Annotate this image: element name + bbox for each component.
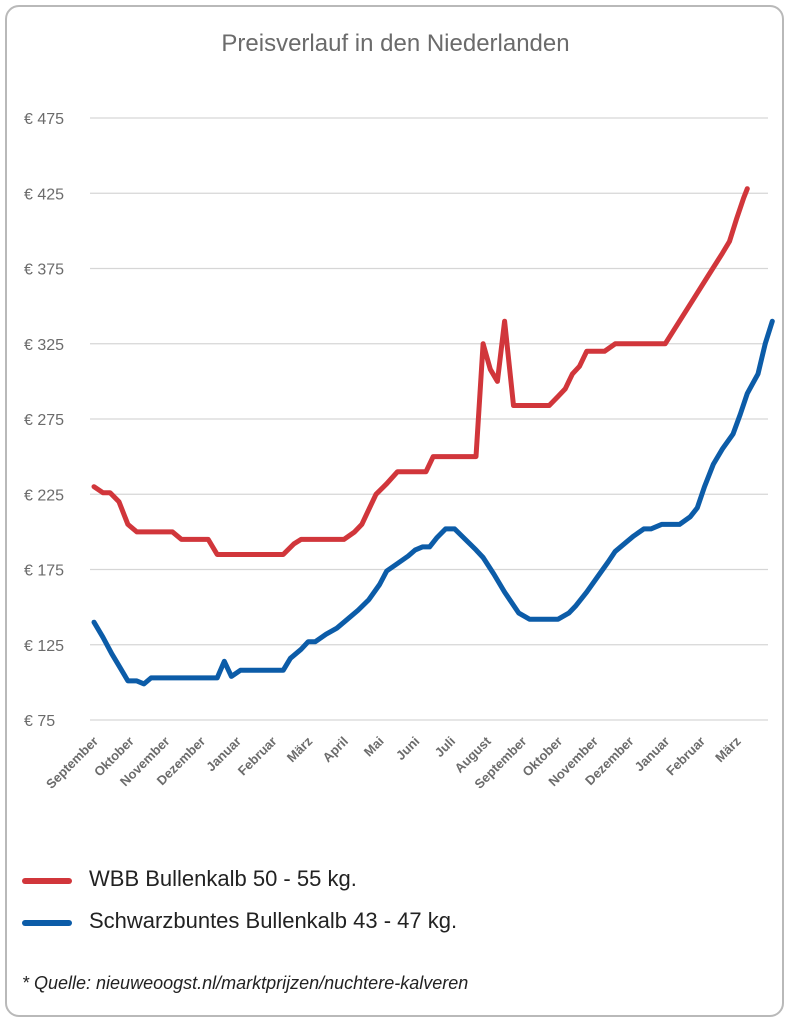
legend-swatch-schwarzbunt bbox=[22, 920, 72, 926]
x-tick-label: Februar bbox=[663, 734, 708, 779]
chart-title: Preisverlauf in den Niederlanden bbox=[221, 30, 570, 57]
y-tick-label: € 75 bbox=[24, 713, 55, 730]
x-tick-label: Mai bbox=[361, 734, 387, 760]
y-tick-label: € 425 bbox=[24, 186, 64, 203]
y-axis-ticks: € 475 € 425 € 375 € 325 € 275 € 225 € 175 € 125… bbox=[24, 111, 64, 730]
legend-label-wbb: WBB Bullenkalb 50 - 55 kg. bbox=[89, 866, 357, 891]
grid-lines bbox=[90, 117, 768, 721]
series-line-wbb bbox=[91, 186, 750, 557]
y-tick-label: € 175 bbox=[24, 563, 64, 580]
y-tick-label: € 125 bbox=[24, 638, 64, 655]
x-tick-label: Juni bbox=[393, 734, 423, 764]
x-tick-label: September bbox=[43, 734, 101, 792]
series-line-schwarzbunt bbox=[91, 318, 775, 687]
y-tick-label: € 375 bbox=[24, 262, 64, 279]
y-tick-label: € 325 bbox=[24, 337, 64, 354]
y-tick-label: € 225 bbox=[24, 487, 64, 504]
x-tick-label: April bbox=[319, 734, 351, 766]
series-lines bbox=[91, 186, 775, 687]
legend-label-schwarzbunt: Schwarzbuntes Bullenkalb 43 - 47 kg. bbox=[89, 908, 458, 933]
x-tick-label: Juli bbox=[432, 734, 458, 760]
source-note: * Quelle: nieuweoogst.nl/marktprijzen/nu… bbox=[22, 973, 469, 993]
x-axis-ticks: SeptemberOktoberNovemberDezemberJanuarFe… bbox=[43, 733, 744, 792]
chart-card bbox=[5, 5, 784, 1017]
x-tick-label: März bbox=[712, 733, 744, 765]
legend-swatch-wbb bbox=[22, 878, 72, 884]
x-tick-label: Februar bbox=[235, 734, 280, 779]
x-tick-label: März bbox=[284, 733, 316, 765]
y-tick-label: € 275 bbox=[24, 412, 64, 429]
y-tick-label: € 475 bbox=[24, 111, 64, 128]
